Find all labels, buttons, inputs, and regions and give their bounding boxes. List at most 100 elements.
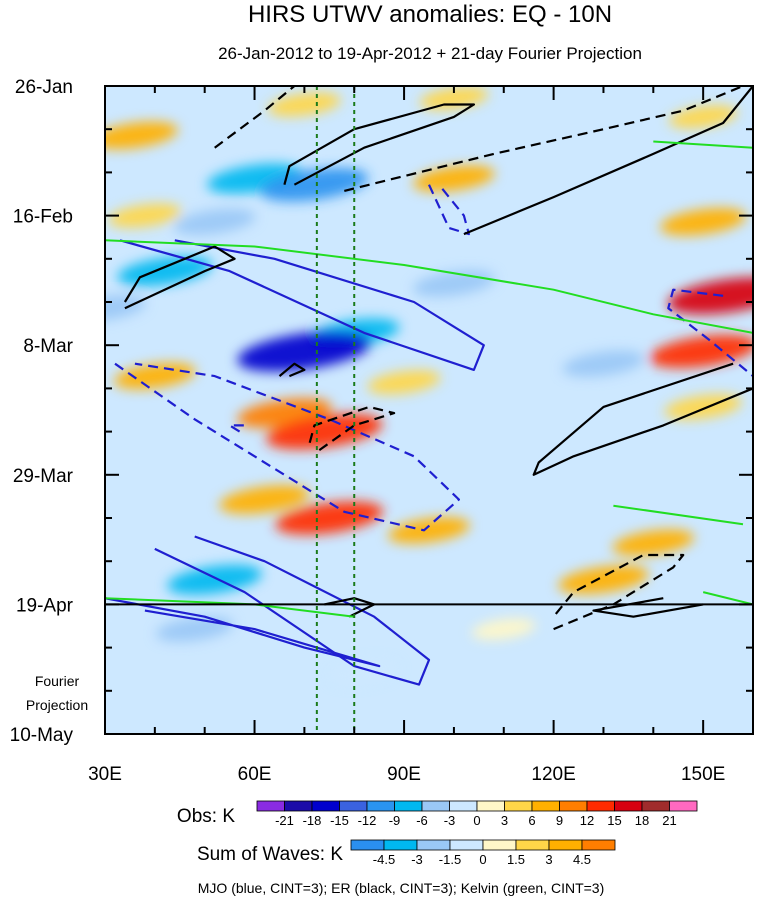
obs-colorbar-level-2: -15 xyxy=(330,813,349,828)
obs-colorbar-swatch-0 xyxy=(256,800,285,812)
obs-colorbar-swatch-8 xyxy=(476,800,505,812)
mjo-contour-4 xyxy=(667,288,753,377)
x-tick-label-0: 30E xyxy=(88,764,122,785)
obs-colorbar-swatch-13 xyxy=(614,800,643,812)
mjo-contour-2 xyxy=(105,597,381,668)
obs-colorbar-swatch-5 xyxy=(394,800,423,812)
fourier-label-line-1: Fourier xyxy=(35,673,80,689)
obs-colorbar-level-3: -12 xyxy=(358,813,377,828)
anomaly-region-30 xyxy=(329,660,399,684)
obs-colorbar-level-7: 0 xyxy=(473,813,480,828)
waves-colorbar-level-5: 3 xyxy=(545,852,552,867)
anomaly-region-14 xyxy=(275,501,384,535)
obs-colorbar-level-5: -6 xyxy=(416,813,428,828)
er-contour-15 xyxy=(344,86,744,192)
waves-colorbar-swatch-4 xyxy=(482,839,517,851)
obs-colorbar-level-14: 21 xyxy=(662,813,676,828)
anomaly-region-19 xyxy=(471,618,536,640)
obs-colorbar-swatch-1 xyxy=(284,800,313,812)
kelvin-contour-22 xyxy=(702,591,753,606)
waves-colorbar-level-3: 0 xyxy=(479,852,486,867)
wave-contours xyxy=(105,86,753,686)
obs-colorbar-level-6: -3 xyxy=(444,813,456,828)
obs-colorbar-level-8: 3 xyxy=(501,813,508,828)
er-contour-12 xyxy=(324,597,376,618)
anomaly-region-28 xyxy=(167,564,263,595)
obs-colorbar-level-9: 6 xyxy=(528,813,535,828)
obs-colorbar-swatch-14 xyxy=(641,800,670,812)
obs-colorbar-level-1: -18 xyxy=(303,813,322,828)
obs-colorbar-level-4: -9 xyxy=(389,813,401,828)
obs-colorbar-swatch-2 xyxy=(311,800,340,812)
obs-colorbar: -21 -18 -15 -12 -9 -6 -3 0 3 6 9 12 15 18 21 xyxy=(256,800,698,828)
contour-legend-note: MJO (blue, CINT=3); ER (black, CINT=3); … xyxy=(198,880,605,896)
waves-colorbar-swatch-0 xyxy=(350,839,385,851)
waves-colorbar-swatch-3 xyxy=(449,839,484,851)
obs-colorbar-swatch-6 xyxy=(421,800,450,812)
anomaly-region-0 xyxy=(105,121,178,150)
anomaly-region-27 xyxy=(562,350,645,377)
kelvin-contour-18 xyxy=(105,239,753,334)
y-tick-label-0: 26-Jan xyxy=(15,77,73,98)
er-contour-9 xyxy=(123,245,236,310)
obs-colorbar-swatch-12 xyxy=(586,800,615,812)
obs-colorbar-swatch-11 xyxy=(559,800,588,812)
anomaly-region-2 xyxy=(413,165,495,192)
x-tick-label-1: 60E xyxy=(238,764,272,785)
y-tick-label-4: 19-Apr xyxy=(16,595,74,616)
anomaly-region-22 xyxy=(173,208,256,235)
waves-colorbar-level-1: -3 xyxy=(411,852,423,867)
obs-colorbar-label: Obs: K xyxy=(177,806,235,827)
waves-colorbar-swatch-2 xyxy=(416,839,451,851)
waves-colorbar-swatch-1 xyxy=(383,839,418,851)
anomaly-region-13 xyxy=(219,485,310,514)
obs-colorbar-swatch-4 xyxy=(366,800,395,812)
er-contour-14 xyxy=(214,86,296,149)
y-tick-label-1: 16-Feb xyxy=(13,207,73,228)
obs-colorbar-swatch-3 xyxy=(339,800,368,812)
obs-colorbar-level-13: 18 xyxy=(635,813,649,828)
chart-title: HIRS UTWV anomalies: EQ - 10N xyxy=(248,1,612,28)
mjo-contour-5 xyxy=(428,184,470,236)
x-axis: 30E 60E 90E 120E 150E xyxy=(88,86,754,785)
er-contour-7 xyxy=(283,103,475,186)
obs-colorbar-level-11: 12 xyxy=(580,813,594,828)
obs-colorbar-swatch-7 xyxy=(449,800,478,812)
obs-colorbar-swatch-15 xyxy=(669,800,698,812)
er-contour-11 xyxy=(278,362,306,378)
anomaly-region-17 xyxy=(612,529,695,556)
reference-longitude-lines xyxy=(315,86,356,734)
waves-colorbar-level-2: -1.5 xyxy=(439,852,461,867)
waves-colorbar-swatch-6 xyxy=(548,839,583,851)
anomaly-region-8 xyxy=(649,334,753,369)
er-contour-16 xyxy=(308,405,396,451)
obs-colorbar-swatch-9 xyxy=(504,800,533,812)
waves-colorbar: -4.5 -3 -1.5 0 1.5 3 4.5 xyxy=(350,839,616,867)
plot-frame xyxy=(104,85,754,735)
y-axis: 26-Jan 16-Feb 8-Mar 29-Mar 19-Apr 10-May xyxy=(10,77,753,746)
y-tick-label-2: 8-Mar xyxy=(23,336,73,357)
mjo-contour-6 xyxy=(228,424,245,433)
anomaly-region-6 xyxy=(660,207,747,236)
x-tick-label-2: 90E xyxy=(387,764,421,785)
anomaly-region-5 xyxy=(108,203,182,228)
x-tick-label-3: 120E xyxy=(531,764,575,785)
waves-colorbar-label: Sum of Waves: K xyxy=(197,844,343,865)
anomaly-region-9 xyxy=(114,362,196,390)
fourier-label-line-2: Projection xyxy=(26,697,88,713)
obs-colorbar-level-0: -21 xyxy=(275,813,294,828)
er-contour-10 xyxy=(532,362,753,476)
anomaly-region-4 xyxy=(668,105,738,129)
anomaly-region-7 xyxy=(667,277,753,315)
y-tick-label-5: 10-May xyxy=(10,725,74,746)
er-contour-8 xyxy=(463,86,753,236)
plot-area xyxy=(104,85,754,735)
kelvin-contour-20 xyxy=(653,140,753,149)
anomaly-region-12 xyxy=(367,370,441,395)
obs-colorbar-swatch-10 xyxy=(531,800,560,812)
kelvin-contour-21 xyxy=(613,504,744,526)
x-tick-label-4: 150E xyxy=(681,764,725,785)
mjo-contour-3 xyxy=(114,362,460,532)
waves-colorbar-level-4: 1.5 xyxy=(507,852,525,867)
